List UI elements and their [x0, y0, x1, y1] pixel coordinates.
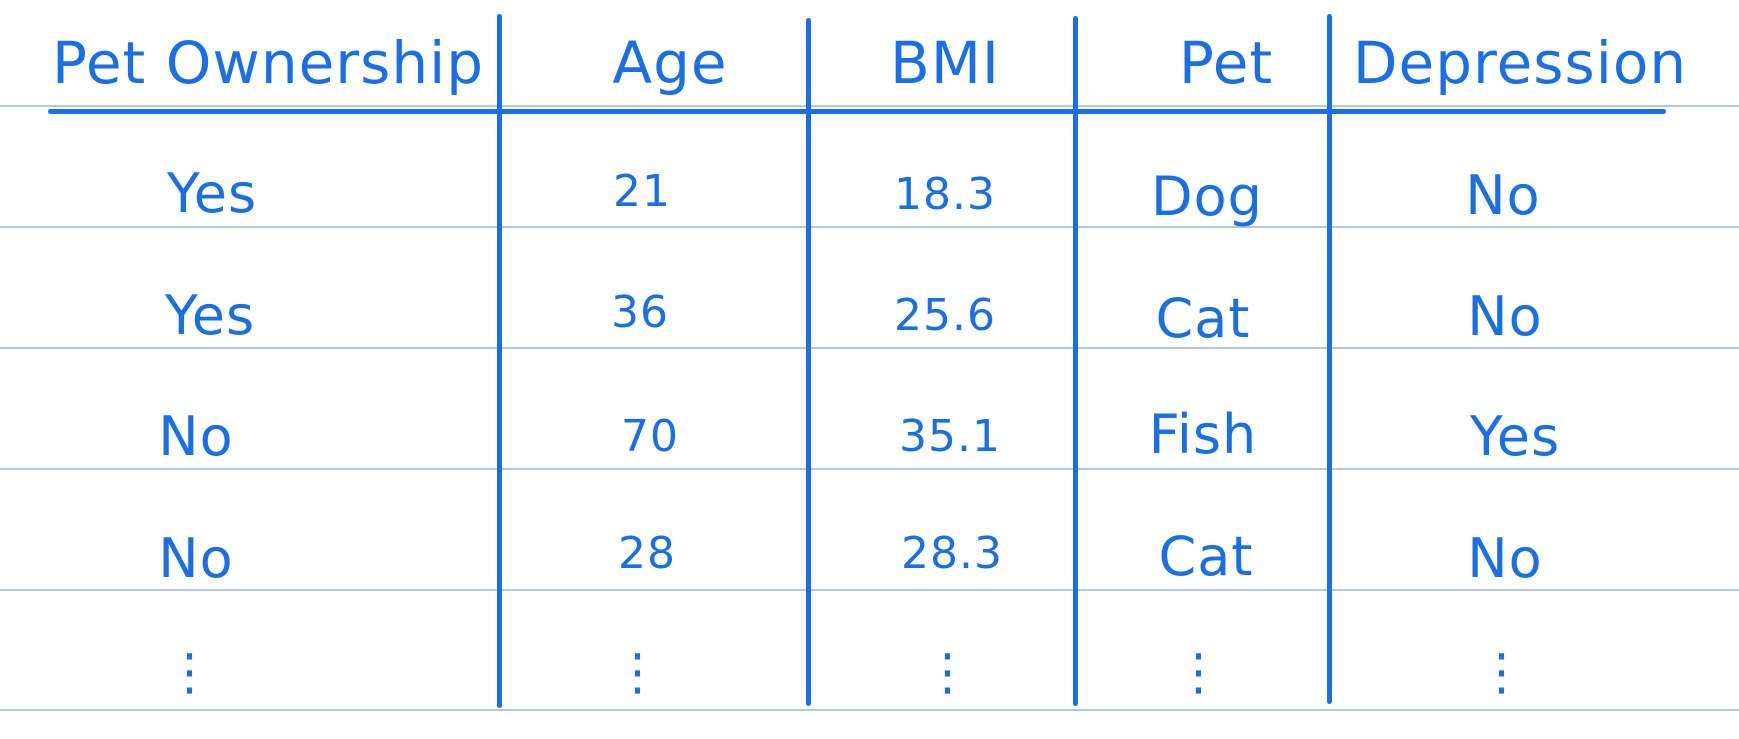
cell-row2-depression: No — [1467, 285, 1543, 348]
cell-row2-pet-ownership: Yes — [164, 284, 256, 347]
cell-row3-age: 70 — [621, 411, 679, 462]
ruled-line — [0, 709, 1739, 711]
ruled-line — [0, 347, 1739, 349]
cell-row2-bmi: 25.6 — [894, 290, 996, 341]
header-underline — [48, 109, 1666, 114]
cell-row1-pet: Dog — [1151, 165, 1263, 228]
cell-row1-pet-ownership: Yes — [166, 162, 258, 225]
header-pet-ownership: Pet Ownership — [51, 29, 485, 97]
cell-row3-pet-ownership: No — [158, 405, 234, 468]
cell-row2-pet: Cat — [1155, 287, 1251, 350]
column-divider — [497, 14, 502, 708]
header-bmi: BMI — [890, 29, 1000, 97]
cell-row5-age: ⋮ — [612, 643, 664, 701]
cell-row4-depression: No — [1467, 527, 1543, 590]
header-pet: Pet — [1178, 29, 1274, 97]
ruled-line — [0, 468, 1739, 470]
cell-row5-pet: ⋮ — [1173, 643, 1225, 701]
ruled-line — [0, 105, 1739, 107]
column-divider — [1327, 14, 1332, 704]
column-divider — [1073, 16, 1078, 706]
cell-row5-bmi: ⋮ — [922, 643, 974, 701]
cell-row1-depression: No — [1465, 164, 1541, 227]
ruled-line — [0, 226, 1739, 228]
cell-row4-pet: Cat — [1158, 525, 1254, 588]
cell-row3-bmi: 35.1 — [899, 411, 1001, 462]
cell-row4-pet-ownership: No — [158, 527, 234, 590]
cell-row3-pet: Fish — [1148, 403, 1258, 466]
column-divider — [806, 18, 811, 706]
cell-row1-age: 21 — [613, 166, 671, 217]
cell-row5-depression: ⋮ — [1476, 643, 1528, 701]
cell-row5-pet-ownership: ⋮ — [164, 643, 216, 701]
ruled-line — [0, 589, 1739, 591]
header-depression: Depression — [1352, 29, 1688, 97]
cell-row1-bmi: 18.3 — [894, 169, 996, 220]
cell-row4-bmi: 28.3 — [901, 528, 1003, 579]
header-age: Age — [612, 29, 728, 97]
cell-row2-age: 36 — [611, 287, 669, 338]
cell-row4-age: 28 — [618, 528, 676, 579]
cell-row3-depression: Yes — [1469, 405, 1561, 468]
